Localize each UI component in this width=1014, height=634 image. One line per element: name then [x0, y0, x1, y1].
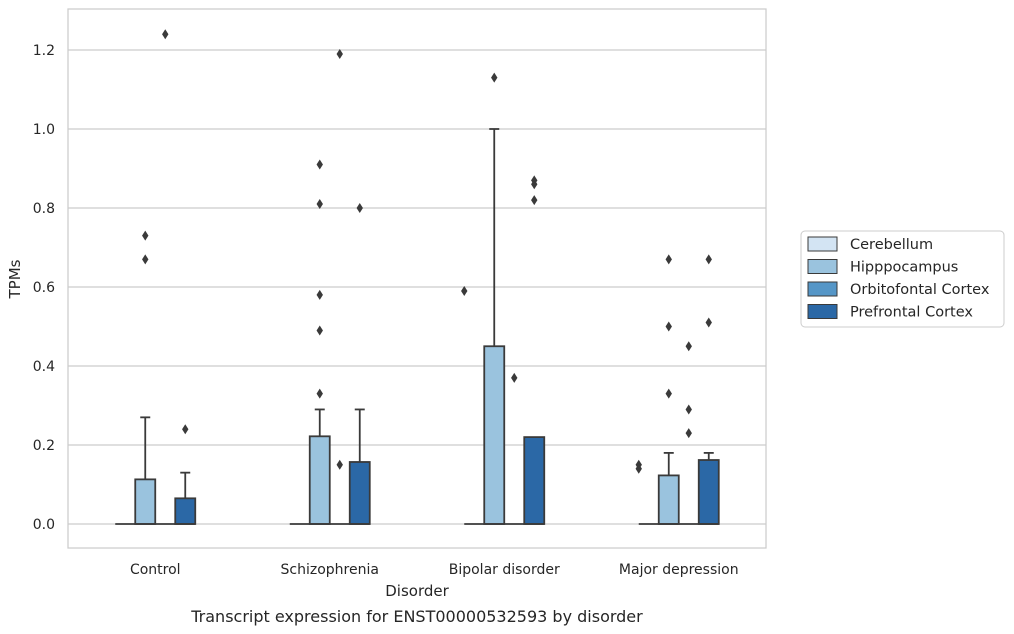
y-tick-label: 0.6 — [33, 280, 55, 296]
outlier-point — [705, 317, 712, 328]
y-tick-label: 0.2 — [33, 438, 55, 454]
legend-swatch — [807, 281, 838, 297]
y-tick-label: 1.0 — [33, 122, 55, 138]
outlier-point — [635, 459, 642, 470]
legend: Cerebellum Hipppocampus Orbitofontal Corte… — [800, 230, 1005, 328]
legend-label: Prefrontal Cortex — [850, 305, 973, 321]
outlier-point — [316, 159, 323, 170]
outlier-point — [491, 72, 498, 83]
outlier-point — [316, 325, 323, 336]
x-tick-label: Schizophrenia — [281, 562, 379, 578]
y-tick-labels: 0.0 0.2 0.4 0.6 0.8 1.0 1.2 — [33, 43, 55, 533]
legend-frame — [800, 230, 1005, 328]
legend-item: Hipppocampus — [807, 259, 958, 276]
chart-caption: Transcript expression for ENST0000053259… — [190, 607, 643, 626]
box-group — [523, 436, 546, 525]
box-group — [657, 451, 680, 525]
x-tick-labels: Control Schizophrenia Bipolar disorder Majo… — [130, 562, 739, 578]
outlier-point — [461, 285, 468, 296]
outlier-point — [685, 341, 692, 352]
box — [308, 435, 331, 525]
plot-frame — [67, 8, 767, 549]
outlier-point — [665, 388, 672, 399]
gridlines — [68, 49, 766, 525]
outlier-point — [142, 230, 149, 241]
outlier-point — [685, 404, 692, 415]
legend-label: Cerebellum — [850, 237, 933, 253]
x-tick-label: Bipolar disorder — [449, 562, 560, 578]
box — [697, 459, 720, 525]
x-axis-label: Disorder — [385, 582, 449, 600]
legend-swatch — [807, 304, 838, 319]
box-group — [134, 416, 157, 525]
legend-swatch — [807, 259, 838, 274]
box — [348, 461, 371, 525]
box-group — [483, 128, 506, 525]
x-tick-label: Major depression — [619, 562, 739, 578]
box-group — [174, 471, 197, 525]
legend-item: Prefrontal Cortex — [807, 304, 973, 321]
legend-swatch — [807, 236, 838, 252]
y-tick-label: 0.8 — [33, 201, 55, 217]
outlier-point — [511, 372, 518, 383]
outlier-point — [336, 459, 343, 470]
box — [657, 474, 680, 525]
outlier-point — [182, 424, 189, 435]
legend-label: Orbitofontal Cortex — [850, 282, 990, 298]
outlier-point — [705, 254, 712, 265]
legend-label: Hipppocampus — [850, 260, 958, 276]
y-tick-label: 0.0 — [33, 517, 55, 533]
outlier-point — [531, 175, 538, 186]
outlier-markers — [142, 29, 712, 474]
outlier-point — [162, 29, 169, 40]
outlier-point — [665, 254, 672, 265]
box-group — [308, 408, 331, 525]
x-tick-label: Control — [130, 562, 181, 578]
box — [483, 345, 506, 525]
box — [134, 478, 157, 525]
legend-item: Cerebellum — [807, 236, 933, 253]
y-tick-label: 1.2 — [33, 43, 55, 59]
outlier-point — [531, 195, 538, 206]
box — [523, 436, 546, 525]
outlier-point — [356, 203, 363, 213]
box-group — [697, 451, 720, 525]
outlier-point — [665, 321, 672, 332]
outlier-point — [316, 388, 323, 399]
outlier-point — [316, 289, 323, 300]
outlier-point — [336, 48, 343, 59]
y-axis-label: TPMs — [6, 259, 24, 299]
outlier-point — [316, 199, 323, 210]
box-groups — [115, 128, 720, 525]
y-tick-label: 0.4 — [33, 359, 55, 375]
outlier-point — [142, 254, 149, 265]
box — [174, 497, 197, 525]
legend-item: Orbitofontal Cortex — [807, 281, 990, 298]
outlier-point — [685, 428, 692, 439]
box-group — [348, 408, 371, 525]
